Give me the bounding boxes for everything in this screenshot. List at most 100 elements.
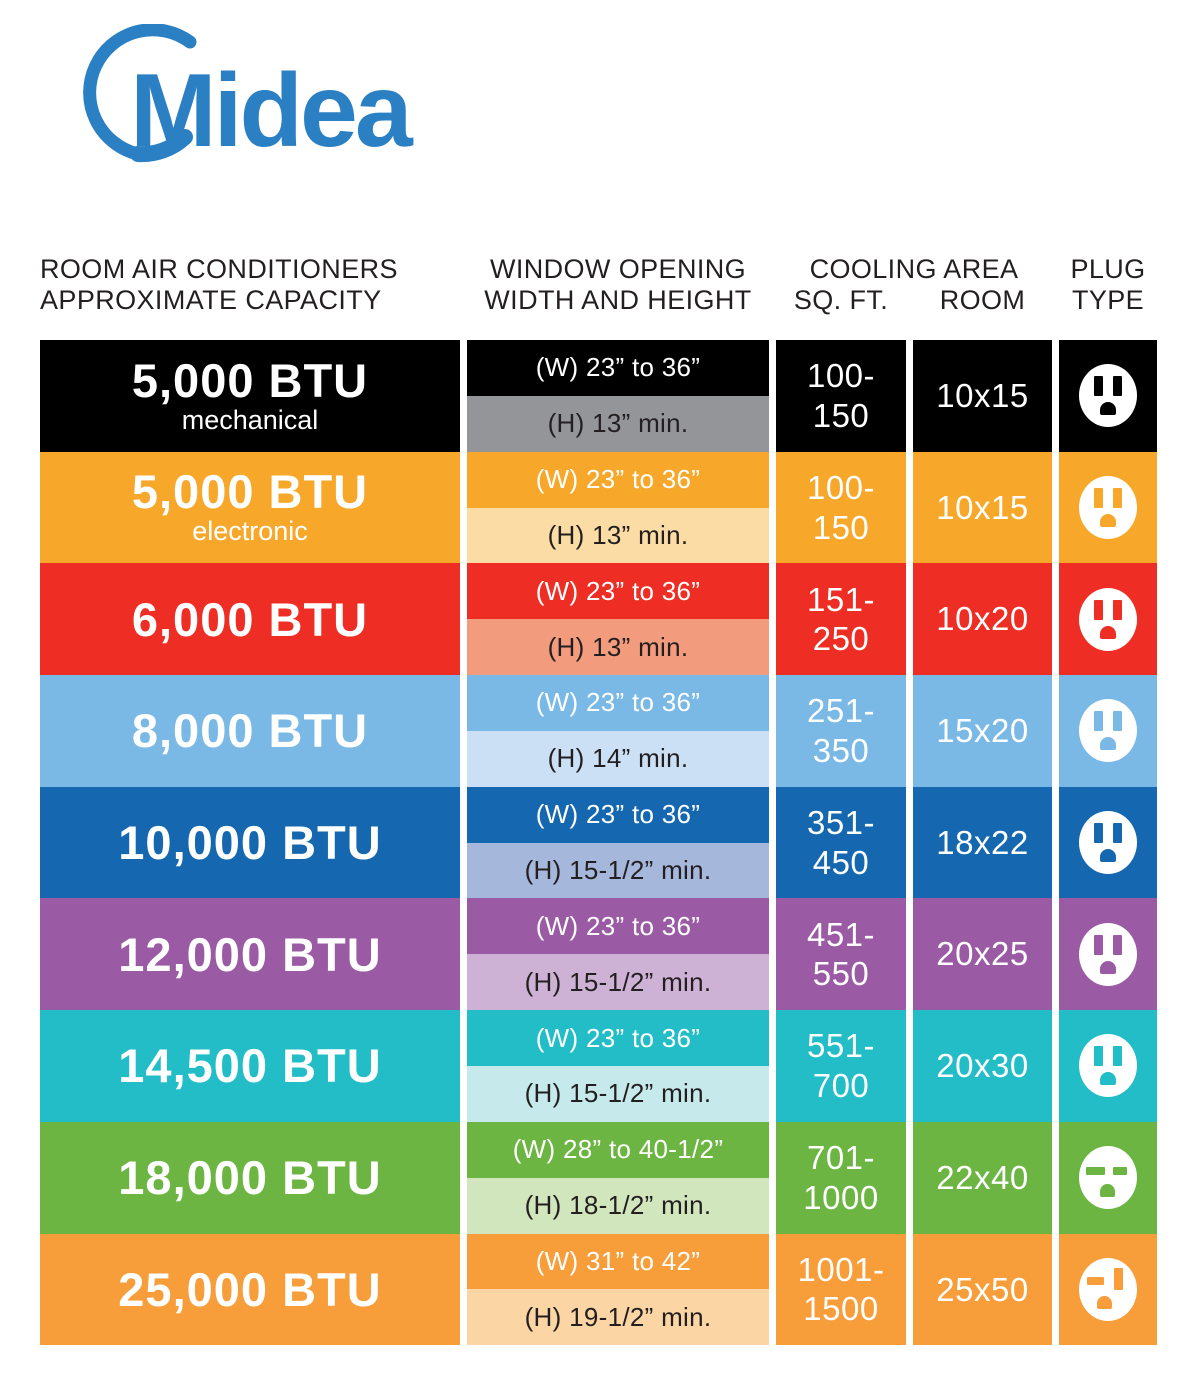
header-window-opening: WINDOW OPENING WIDTH AND HEIGHT (467, 254, 769, 316)
plug-type-cell (1059, 451, 1157, 564)
capacity-cell: 5,000 BTU mechanical (40, 340, 460, 452)
plug-ground-hole (1100, 514, 1116, 528)
window-width: (W) 23” to 36” (467, 898, 769, 955)
table-header: ROOM AIR CONDITIONERS APPROXIMATE CAPACI… (40, 254, 1157, 316)
plug-ground-hole (1100, 1072, 1116, 1086)
plug-outlet-icon (1079, 476, 1137, 540)
header-window-line1: WINDOW OPENING (489, 254, 747, 284)
plug-slot-right (1113, 823, 1122, 844)
window-opening-cell: (W) 28” to 40-1/2” (H) 18-1/2” min. (467, 1121, 769, 1234)
capacity-cell: 6,000 BTU (40, 563, 460, 676)
sqft-line1: 100- (806, 468, 876, 506)
plug-outlet-icon (1079, 1034, 1137, 1098)
table-row: 25,000 BTU (W) 31” to 42” (H) 19-1/2” mi… (40, 1233, 1157, 1346)
midea-wordmark: Midea (130, 53, 414, 169)
midea-logo: Midea (42, 23, 442, 174)
capacity-cell: 12,000 BTU (40, 898, 460, 1011)
sqft-line1: 251- (806, 692, 876, 730)
window-opening-cell: (W) 23” to 36” (H) 15-1/2” min. (467, 898, 769, 1011)
plug-slot-right (1113, 711, 1122, 732)
room-size-value: 22x40 (936, 1158, 1029, 1196)
room-size-value: 10x15 (936, 488, 1029, 526)
cooling-sqft-cell: 551- 700 (776, 1010, 906, 1122)
header-cooling-area-title: COOLING AREA (809, 254, 1019, 284)
room-size-value: 20x30 (936, 1047, 1029, 1085)
plug-type-cell (1059, 1233, 1157, 1346)
plug-type-cell (1059, 786, 1157, 899)
plug-slot-right (1113, 1046, 1122, 1067)
plug-outlet-icon (1079, 1257, 1137, 1321)
sqft-line2: 550 (812, 955, 870, 993)
plug-type-cell (1059, 898, 1157, 1011)
header-room: ROOM (939, 285, 1026, 315)
plug-outlet-icon (1079, 1146, 1137, 1210)
capacity-value: 8,000 BTU (131, 704, 369, 758)
plug-slot-left (1094, 934, 1103, 955)
header-capacity: ROOM AIR CONDITIONERS APPROXIMATE CAPACI… (40, 254, 460, 316)
sqft-line2: 700 (812, 1066, 870, 1104)
midea-logo-icon: Midea (83, 23, 417, 169)
capacity-value: 10,000 BTU (118, 816, 382, 870)
window-height: (H) 19-1/2” min. (467, 1289, 769, 1346)
window-height: (H) 18-1/2” min. (467, 1177, 769, 1234)
sqft-line1: 1001- (797, 1250, 885, 1288)
table-row: 6,000 BTU (W) 23” to 36” (H) 13” min. 15… (40, 563, 1157, 676)
room-size-cell: 10x15 (913, 340, 1052, 452)
plug-outlet-icon (1079, 922, 1137, 986)
window-opening-cell: (W) 23” to 36” (H) 13” min. (467, 451, 769, 564)
room-size-value: 15x20 (936, 712, 1029, 750)
room-size-value: 10x20 (936, 600, 1029, 638)
capacity-variant: mechanical (181, 404, 319, 435)
table-row: 18,000 BTU (W) 28” to 40-1/2” (H) 18-1/2… (40, 1121, 1157, 1234)
window-width: (W) 28” to 40-1/2” (467, 1121, 769, 1178)
header-window-line2: WIDTH AND HEIGHT (484, 285, 752, 315)
table-row: 8,000 BTU (W) 23” to 36” (H) 14” min. 25… (40, 675, 1157, 787)
plug-ground-hole (1100, 849, 1116, 863)
room-size-value: 25x50 (936, 1270, 1029, 1308)
table-row: 5,000 BTU electronic (W) 23” to 36” (H) … (40, 451, 1157, 564)
capacity-cell: 18,000 BTU (40, 1121, 460, 1234)
plug-slot-left (1094, 488, 1103, 509)
capacity-cell: 5,000 BTU electronic (40, 451, 460, 564)
cooling-sqft-cell: 451- 550 (776, 898, 906, 1011)
sqft-line2: 150 (812, 508, 870, 546)
room-size-cell: 10x20 (913, 563, 1052, 676)
room-size-cell: 18x22 (913, 786, 1052, 899)
room-size-cell: 10x15 (913, 451, 1052, 564)
plug-type-cell (1059, 675, 1157, 787)
plug-slot-right (1113, 599, 1122, 620)
header-cooling-area: COOLING AREA SQ. FT. ROOM (776, 254, 1052, 316)
window-width: (W) 23” to 36” (467, 675, 769, 731)
plug-slot-right (1114, 1267, 1123, 1290)
window-width: (W) 23” to 36” (467, 340, 769, 396)
sqft-line1: 351- (806, 804, 876, 841)
window-height: (H) 15-1/2” min. (467, 954, 769, 1011)
sqft-line2: 1500 (803, 1290, 879, 1328)
window-opening-cell: (W) 23” to 36” (H) 14” min. (467, 675, 769, 787)
plug-slot-left (1094, 823, 1103, 844)
capacity-value: 18,000 BTU (118, 1151, 382, 1205)
window-width: (W) 23” to 36” (467, 1010, 769, 1066)
window-opening-cell: (W) 23” to 36” (H) 15-1/2” min. (467, 786, 769, 899)
window-height: (H) 13” min. (467, 395, 769, 452)
sqft-line2: 150 (812, 396, 870, 434)
plug-type-cell (1059, 340, 1157, 452)
table-row: 12,000 BTU (W) 23” to 36” (H) 15-1/2” mi… (40, 898, 1157, 1011)
plug-outlet-icon (1079, 699, 1137, 763)
sqft-line2: 350 (812, 731, 870, 769)
header-sqft: SQ. FT. (793, 285, 889, 315)
table-row: 14,500 BTU (W) 23” to 36” (H) 15-1/2” mi… (40, 1010, 1157, 1122)
sqft-line2: 450 (812, 843, 870, 881)
room-size-cell: 20x30 (913, 1010, 1052, 1122)
plug-ground-hole (1100, 625, 1116, 639)
room-size-cell: 20x25 (913, 898, 1052, 1011)
plug-slot-right (1113, 376, 1122, 397)
header-capacity-line1: ROOM AIR CONDITIONERS (40, 254, 398, 284)
window-height: (H) 15-1/2” min. (467, 842, 769, 899)
cooling-sqft-cell: 100- 150 (776, 451, 906, 564)
window-height: (H) 13” min. (467, 507, 769, 564)
plug-outlet-icon (1079, 364, 1137, 428)
plug-slot-left (1094, 599, 1103, 620)
window-height: (H) 15-1/2” min. (467, 1065, 769, 1122)
plug-slot-right (1113, 934, 1122, 955)
